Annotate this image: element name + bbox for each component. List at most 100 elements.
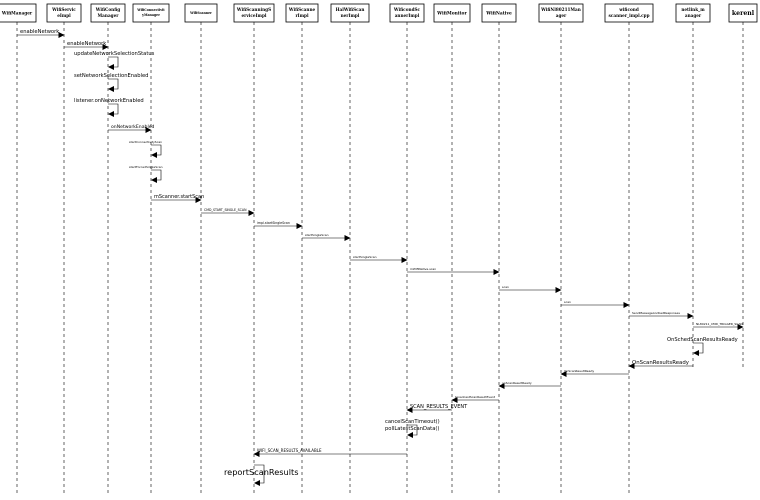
message-label: enableNetwork [67, 41, 106, 47]
participant-label: WifiScanne [288, 7, 316, 12]
message-0: enableNetwork [17, 29, 65, 38]
message-13: mWifiNative.scan [407, 267, 500, 275]
self-message-arrow [254, 464, 265, 486]
participant-label: WifiNl80211Man [540, 7, 581, 12]
message-label: CMD_START_SINGLE_SCAN [204, 208, 247, 212]
participant-label: HalWifiScan [336, 7, 365, 12]
participant-wm: WifiManager [0, 3, 37, 23]
message-label: scan [502, 285, 509, 289]
participant-label: annerImpl [395, 13, 420, 18]
participant-label: WifiScanningS [236, 7, 271, 12]
participant-label: rImpl [295, 13, 309, 18]
message-label: updateNetworkSelectionStatus [74, 51, 155, 57]
message-label: mScanner.startScan [154, 194, 204, 200]
message-label: broadcastScanResultEvent [455, 395, 496, 399]
message-label: enableNetwork [20, 29, 59, 35]
participant-label: wificond [618, 7, 639, 12]
message-11: startSingleScan [302, 233, 351, 241]
participant-label: WificondSc [393, 7, 421, 12]
participant-wn: WifiNative [481, 3, 517, 23]
message-1: enableNetwork [64, 41, 109, 50]
message-label: OnScanResultReady [564, 369, 594, 373]
message-2: updateNetworkSelectionStatus [74, 51, 155, 70]
message-label: SCAN_RESULTS_EVENT [410, 404, 468, 410]
participant-label: ager [556, 13, 567, 18]
message-24: cancelScanTimeout()pollLatestScanData() [385, 419, 440, 438]
message-5: onNetworkEnabled [108, 124, 155, 133]
lifelines [16, 22, 744, 496]
participant-label: yManager [141, 13, 160, 17]
message-14: scan [499, 285, 562, 293]
participant-kn: kerenl [728, 3, 758, 23]
message-label: startForcedSingleScan [129, 165, 163, 169]
message-12: startSingleScan [350, 255, 408, 263]
message-label: onNetworkEnabled [111, 124, 155, 130]
message-label: OnScanResultsReady [632, 360, 690, 366]
message-7: startForcedSingleScan [129, 165, 163, 183]
message-4: listener.onNetworkEnabled [74, 98, 144, 117]
participant-label: kerenl [732, 10, 755, 17]
message-label-secondary: pollLatestScanData() [385, 426, 439, 432]
self-message-arrow [151, 169, 162, 183]
self-message-arrow [108, 103, 119, 117]
participant-label: scanner_impl.cpp [608, 13, 649, 18]
participant-label: eImpl [57, 13, 71, 18]
messages: enableNetwork enableNetwork updateNetworkS… [17, 29, 744, 486]
participant-ws2: WifiScanner [184, 3, 218, 23]
message-label: startSingleScan [353, 255, 377, 259]
message-label: reportScanResults [224, 467, 298, 477]
message-21: onScanResultReady [498, 381, 561, 389]
message-10: impl.startSingleScan [254, 221, 303, 229]
message-label: startSingleScan [305, 233, 329, 237]
message-16: SendMessageAndGetResponses [629, 311, 694, 319]
participant-label: WifiServic [51, 7, 76, 12]
self-message-arrow [693, 342, 704, 356]
self-message-arrow [151, 144, 162, 158]
participant-label: WifiConnectivit [136, 8, 165, 12]
message-15: scan [561, 300, 630, 308]
message-label: scan [564, 300, 571, 304]
message-25: WIFI_SCAN_RESULTS_AVAILABLE [253, 448, 407, 457]
message-26: reportScanResults [224, 464, 298, 486]
message-17: NL80211_CMD_TRIGGER_SCAN [693, 322, 744, 330]
message-9: CMD_START_SINGLE_SCAN [201, 208, 255, 216]
participant-label: Manager [98, 13, 120, 18]
message-3: setNetworkSelectionEnabled [74, 73, 148, 92]
participant-label: nerImpl [341, 13, 360, 18]
message-label: setNetworkSelectionEnabled [74, 73, 148, 79]
message-label: listener.onNetworkEnabled [74, 98, 144, 104]
participant-label: WifiMonitor [436, 12, 467, 17]
self-message-arrow [108, 56, 119, 70]
message-23: SCAN_RESULTS_EVENT [406, 404, 468, 413]
message-22: broadcastScanResultEvent [451, 395, 499, 403]
participant-label: WifiScanner [189, 11, 212, 15]
message-label: startConnectivityScan [129, 140, 162, 144]
participant-label: WifiConfig [95, 7, 120, 12]
message-6: startConnectivityScan [129, 140, 162, 158]
message-label: NL80211_CMD_TRIGGER_SCAN [696, 322, 743, 326]
participant-label: anager [685, 13, 702, 18]
message-label: SendMessageAndGetResponses [632, 311, 680, 315]
participant-wmon: WifiMonitor [433, 3, 471, 23]
message-label: WIFI_SCAN_RESULTS_AVAILABLE [257, 448, 322, 453]
message-label: impl.startSingleScan [257, 221, 290, 225]
message-label: mWifiNative.scan [410, 267, 436, 271]
participant-label: erviceImpl [241, 13, 266, 18]
message-label: onScanResultReady [502, 381, 532, 385]
message-19: OnScanResultsReady [628, 360, 693, 369]
self-message-arrow [108, 78, 119, 92]
message-8: mScanner.startScan [151, 194, 204, 203]
message-label: cancelScanTimeout() [385, 419, 440, 425]
participant-label: netlink_m [681, 7, 705, 12]
self-message-arrow [407, 424, 418, 438]
